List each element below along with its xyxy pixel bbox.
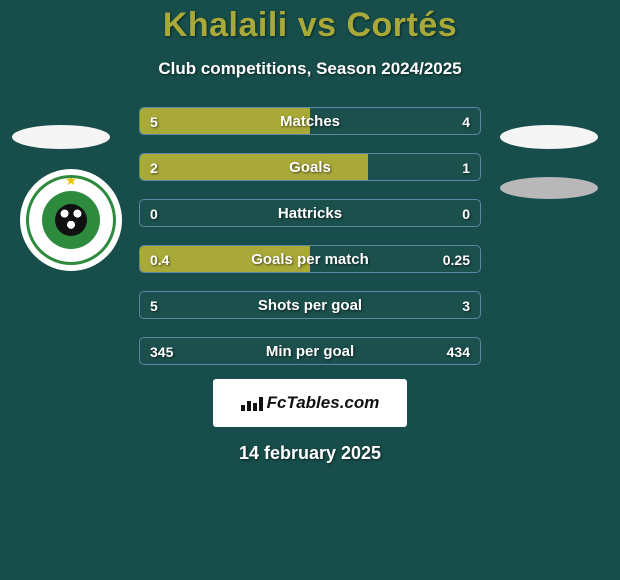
stat-row: 00Hattricks (139, 199, 481, 227)
logo-text: FcTables.com (267, 393, 380, 413)
stat-row: 54Matches (139, 107, 481, 135)
stat-row: 0.40.25Goals per match (139, 245, 481, 273)
stat-label: Shots per goal (140, 292, 480, 319)
page-subtitle: Club competitions, Season 2024/2025 (0, 59, 620, 79)
badge-core (42, 191, 100, 249)
page-title: Khalaili vs Cortés (0, 0, 620, 45)
bar-chart-icon (241, 395, 263, 411)
stat-bars: 54Matches 21Goals 00Hattricks 0.40.25Goals … (139, 107, 481, 383)
stat-label: Min per goal (140, 338, 480, 365)
player-right-placeholder-1 (500, 125, 598, 149)
player-right-placeholder-2 (500, 177, 598, 199)
fctables-logo: FcTables.com (213, 379, 407, 427)
stat-label: Hattricks (140, 200, 480, 227)
stat-label: Goals (140, 154, 480, 181)
stat-row: 21Goals (139, 153, 481, 181)
footer-date: 14 february 2025 (0, 443, 620, 464)
stat-row: 345434Min per goal (139, 337, 481, 365)
club-badge: ★ (20, 169, 122, 271)
stat-label: Goals per match (140, 246, 480, 273)
stat-label: Matches (140, 108, 480, 135)
player-left-placeholder (12, 125, 110, 149)
ball-icon (55, 204, 87, 236)
stat-row: 53Shots per goal (139, 291, 481, 319)
